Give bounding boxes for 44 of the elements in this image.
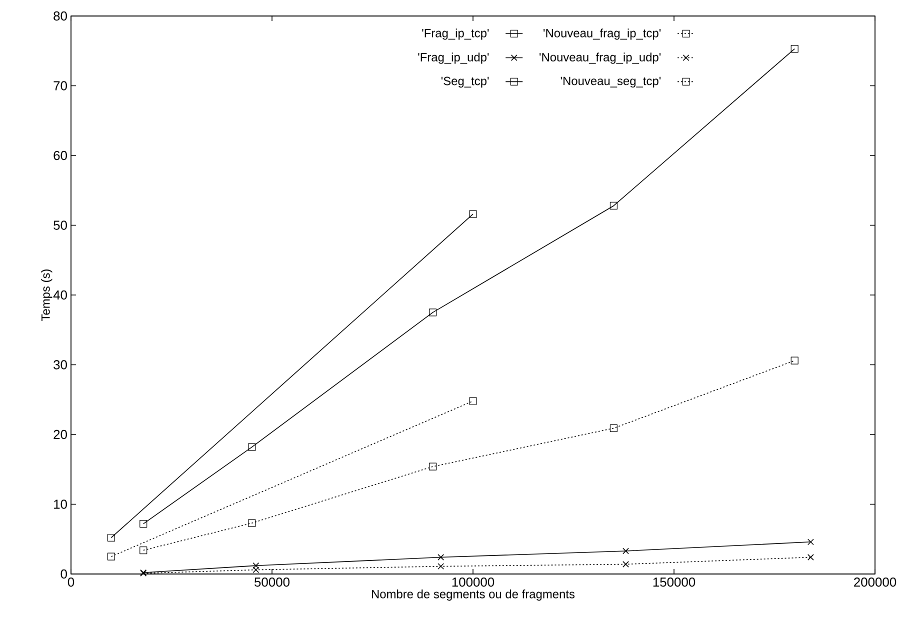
legend-label: 'Frag_ip_tcp' [422, 28, 489, 40]
x-tick-label: 0 [68, 578, 74, 587]
point [469, 210, 477, 218]
point [790, 356, 798, 364]
legend-label: 'Nouveau_seg_tcp' [560, 76, 661, 88]
point [438, 563, 444, 570]
point [610, 424, 618, 432]
y-tick-label: 30 [54, 360, 67, 370]
point [107, 534, 115, 542]
point [438, 554, 444, 560]
y-axis-title: Temps (s) [41, 270, 52, 321]
x-tick-label: 100000 [452, 578, 494, 587]
y-tick-label: 60 [54, 150, 67, 160]
point [248, 519, 256, 527]
point [807, 554, 814, 560]
y-tick-label: 20 [54, 430, 67, 440]
point [622, 561, 629, 568]
point [429, 308, 437, 316]
x-axis-title: Nombre de segments ou de fragments [372, 590, 575, 601]
point [248, 443, 256, 451]
point [807, 538, 814, 546]
x-tick-label: 200000 [854, 578, 896, 587]
legend-label: 'Nouveau_frag_ip_udp' [540, 52, 661, 64]
point [790, 44, 798, 53]
point [252, 562, 260, 569]
point [469, 397, 477, 405]
point [107, 552, 115, 560]
point [622, 548, 629, 554]
y-tick-label: 40 [53, 290, 67, 300]
point [429, 462, 437, 470]
point [140, 520, 148, 528]
y-tick-label: 80 [54, 11, 67, 21]
legend-label: 'Frag_ip_udp' [418, 52, 489, 64]
y-tick-label: 0 [60, 569, 67, 579]
x-tick-label: 50000 [254, 578, 290, 587]
y-tick-label: 70 [54, 81, 67, 90]
legend-label: 'Nouveau_frag_ip_tcp' [544, 28, 661, 40]
point [140, 546, 148, 554]
point [610, 202, 618, 210]
x-tick-label: 150000 [653, 578, 696, 587]
y-tick-label: 10 [54, 500, 67, 509]
y-tick-label: 50 [54, 220, 67, 230]
point [252, 566, 260, 574]
legend-label: 'Seg_tcp' [441, 76, 489, 88]
